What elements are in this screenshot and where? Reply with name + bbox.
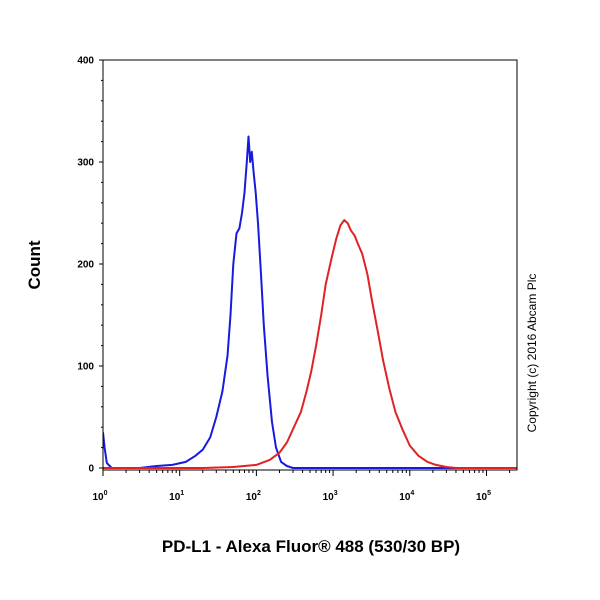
series-layer — [103, 135, 517, 469]
x-tick-exponent: 5 — [487, 490, 491, 497]
x-tick-exponent: 0 — [104, 490, 108, 497]
y-tick-label: 100 — [77, 362, 94, 373]
y-tick-label: 0 — [88, 464, 94, 475]
x-axis-title: PD-L1 - Alexa Fluor® 488 (530/30 BP) — [162, 537, 460, 556]
plot-frame — [102, 59, 518, 471]
x-tick-exponent: 4 — [410, 490, 414, 497]
x-tick-base: 10 — [476, 492, 488, 503]
y-axis-title: Count — [25, 240, 44, 289]
x-tick-base: 10 — [246, 492, 258, 503]
x-tick-exponent: 3 — [334, 490, 338, 497]
y-tick-label: 300 — [77, 158, 94, 169]
x-tick-base: 10 — [92, 492, 104, 503]
x-tick-label: 105 — [476, 490, 491, 503]
y-tick-label: 200 — [77, 260, 94, 271]
x-tick-base: 10 — [399, 492, 411, 503]
histogram-series-2 — [103, 219, 517, 469]
x-tick-base: 10 — [323, 492, 335, 503]
x-tick-exponent: 1 — [180, 490, 184, 497]
x-tick-label: 101 — [169, 490, 184, 503]
x-tick-label: 104 — [399, 490, 414, 503]
x-tick-label: 102 — [246, 490, 261, 503]
x-tick-exponent: 2 — [257, 490, 261, 497]
x-tick-base: 10 — [169, 492, 181, 503]
copyright-notice: Copyright (c) 2016 Abcam Plc — [525, 274, 539, 433]
y-tick-label: 400 — [77, 56, 94, 67]
histogram-series-1 — [103, 135, 517, 469]
x-tick-label: 100 — [92, 490, 107, 503]
x-tick-label: 103 — [323, 490, 338, 503]
